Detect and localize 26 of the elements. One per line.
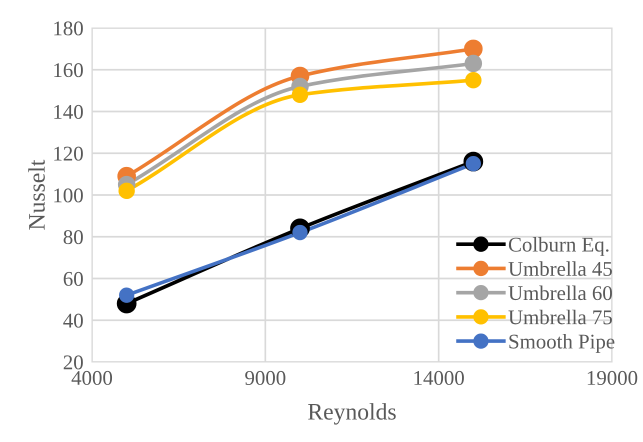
y-axis-title: Nusselt (28, 160, 45, 230)
point (118, 182, 135, 200)
legend-label: Umbrella 45 (508, 261, 612, 276)
x-tick-label: 14000 (414, 370, 464, 385)
legend-label: Colburn Eq. (508, 237, 608, 256)
point (464, 40, 483, 58)
x-tick-label: 19000 (588, 370, 638, 385)
y-tick-label: 40 (63, 314, 83, 328)
x-tick-label: 4000 (72, 370, 112, 385)
y-tick-label: 100 (54, 188, 83, 202)
point (292, 86, 308, 103)
y-tick-label: 180 (54, 21, 83, 36)
legend-label: Smooth Pipe (509, 334, 614, 353)
y-tick-label: 160 (54, 63, 83, 78)
point (119, 288, 134, 303)
legend-label: Umbrella 75 (508, 310, 612, 324)
legend-label: Umbrella 60 (508, 285, 612, 300)
x-tick-label: 9000 (245, 370, 286, 385)
y-tick-label: 140 (54, 104, 83, 119)
y-tick-label: 60 (64, 272, 83, 286)
x-axis-title: Reynolds (308, 403, 396, 425)
point (465, 72, 482, 88)
y-tick-label: 20 (64, 355, 83, 370)
y-tick-label: 120 (54, 146, 83, 161)
y-tick-label: 80 (64, 230, 83, 244)
point (464, 54, 482, 72)
